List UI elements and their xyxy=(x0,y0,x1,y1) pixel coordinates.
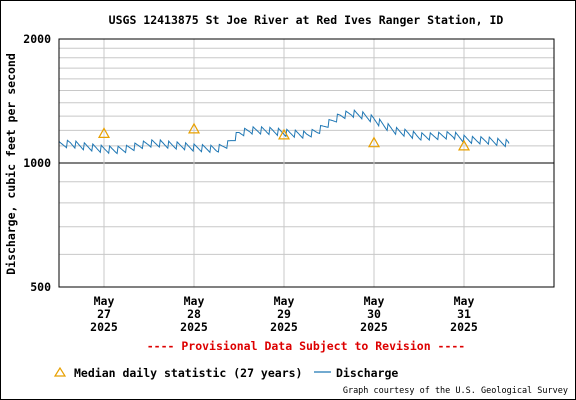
x-tick-label-year: 2025 xyxy=(450,320,478,334)
median-legend-icon xyxy=(53,366,67,377)
x-tick-label-day: 29 xyxy=(277,307,291,321)
x-tick-label-year: 2025 xyxy=(180,320,208,334)
grid-lines xyxy=(59,39,554,287)
x-tick-label-day: 28 xyxy=(187,307,201,321)
plot-frame xyxy=(58,38,555,288)
provisional-note: ---- Provisional Data Subject to Revisio… xyxy=(147,339,466,353)
x-tick-label-day: 30 xyxy=(367,307,381,321)
x-tick-label-day: 31 xyxy=(457,307,471,321)
y-tick-label: 500 xyxy=(30,280,51,294)
y-axis-label: Discharge, cubic feet per second xyxy=(4,53,18,275)
discharge-series-line xyxy=(58,109,510,155)
median-marker xyxy=(367,136,381,148)
chart-title: USGS 12413875 St Joe River at Red Ives R… xyxy=(109,13,504,27)
median-marker xyxy=(277,128,291,140)
x-tick-label-day: 27 xyxy=(97,307,111,321)
y-tick-label: 1000 xyxy=(23,156,51,170)
x-tick-label-month: May xyxy=(364,294,385,308)
x-tick-label-month: May xyxy=(274,294,295,308)
x-tick-label-month: May xyxy=(454,294,475,308)
median-legend-label: Median daily statistic (27 years) xyxy=(74,366,302,380)
usgs-credit: Graph courtesy of the U.S. Geological Su… xyxy=(343,386,568,396)
x-tick-label-year: 2025 xyxy=(360,320,388,334)
x-tick-label-month: May xyxy=(184,294,205,308)
discharge-legend-label: Discharge xyxy=(336,366,398,380)
x-tick-labels: May272025May282025May292025May302025May3… xyxy=(90,294,478,334)
x-tick-label-month: May xyxy=(94,294,115,308)
median-marker xyxy=(187,122,201,134)
median-marker xyxy=(457,139,471,151)
y-tick-label: 2000 xyxy=(23,32,51,46)
x-tick-label-year: 2025 xyxy=(90,320,118,334)
median-markers xyxy=(97,122,471,151)
x-tick-label-year: 2025 xyxy=(270,320,298,334)
median-marker xyxy=(97,127,111,138)
y-tick-labels: 2000 1000 500 xyxy=(23,32,51,294)
